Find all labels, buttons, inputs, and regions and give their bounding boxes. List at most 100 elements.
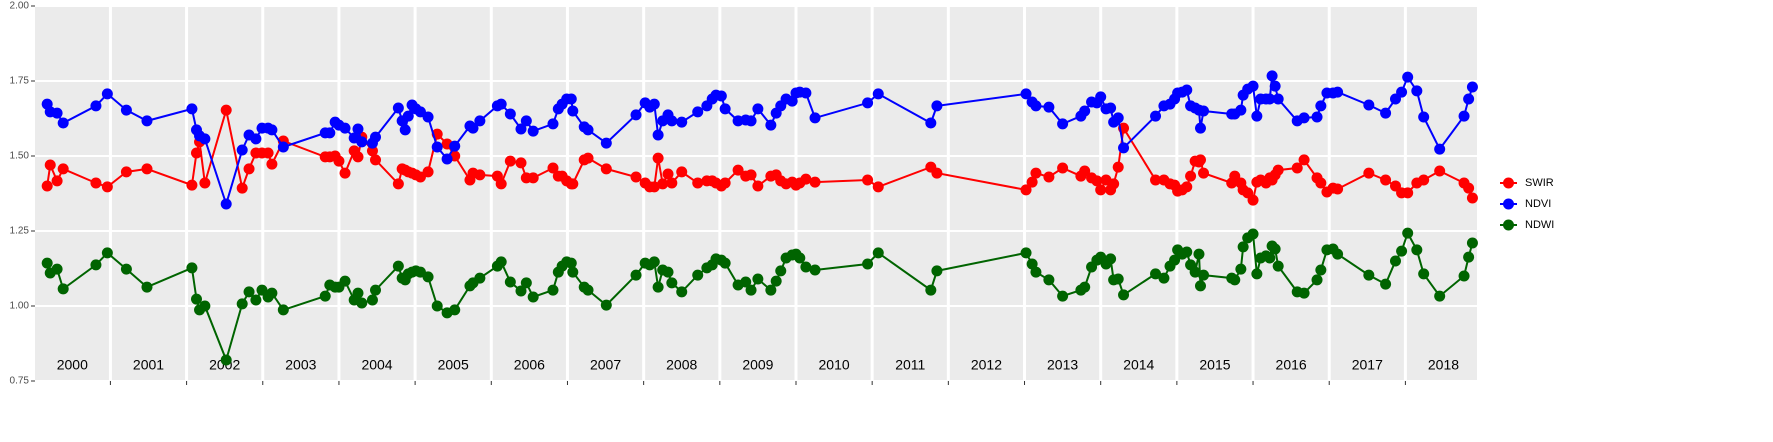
data-point <box>190 147 202 159</box>
data-point <box>319 290 331 302</box>
data-point <box>692 106 704 118</box>
data-point <box>57 117 69 129</box>
data-point <box>370 131 382 143</box>
data-point <box>366 294 378 306</box>
data-point <box>120 104 132 116</box>
data-point <box>1057 162 1069 174</box>
data-point <box>474 115 486 127</box>
data-point <box>1247 80 1259 92</box>
data-point <box>1112 161 1124 173</box>
data-point <box>1118 289 1130 301</box>
data-point <box>1466 237 1478 249</box>
data-point <box>243 163 255 175</box>
legend-label: NDWI <box>1525 219 1554 231</box>
data-point <box>527 291 539 303</box>
data-point <box>199 133 211 145</box>
data-point <box>648 98 660 110</box>
data-point <box>392 102 404 114</box>
data-point <box>1247 194 1259 206</box>
data-point <box>356 297 368 309</box>
data-point <box>57 283 69 295</box>
y-tick-label: 0.75 <box>10 376 30 387</box>
data-point <box>862 174 874 186</box>
data-point <box>1264 252 1276 264</box>
data-point <box>1332 86 1344 98</box>
data-point <box>1229 274 1241 286</box>
data-point <box>630 269 642 281</box>
data-point <box>800 261 812 273</box>
data-point <box>1402 187 1414 199</box>
data-point <box>765 119 777 131</box>
data-point <box>692 269 704 281</box>
data-point <box>141 163 153 175</box>
year-label: 2015 <box>1199 357 1230 373</box>
data-point <box>141 281 153 293</box>
data-point <box>57 163 69 175</box>
data-point <box>101 88 113 100</box>
legend-marker <box>1503 219 1514 231</box>
data-point <box>120 166 132 178</box>
data-point <box>236 298 248 310</box>
data-point <box>51 175 63 187</box>
data-point <box>141 115 153 127</box>
data-point <box>1458 270 1470 282</box>
data-point <box>101 181 113 193</box>
data-point <box>250 294 262 306</box>
data-point <box>1150 268 1162 280</box>
data-point <box>800 173 812 185</box>
data-point <box>1091 175 1103 187</box>
data-point <box>352 123 364 135</box>
data-point <box>630 109 642 121</box>
data-point <box>422 166 434 178</box>
data-point <box>1363 99 1375 111</box>
data-point <box>266 287 278 299</box>
data-point <box>1411 85 1423 97</box>
data-point <box>752 273 764 285</box>
data-point <box>1463 182 1475 194</box>
data-point <box>220 104 232 116</box>
data-point <box>190 293 202 305</box>
year-label: 2011 <box>895 357 925 373</box>
year-label: 2000 <box>57 357 88 373</box>
legend-label: NDVI <box>1525 198 1551 210</box>
data-point <box>692 177 704 189</box>
data-point <box>765 284 777 296</box>
data-point <box>1235 104 1247 116</box>
data-point <box>1198 167 1210 179</box>
data-point <box>931 167 943 179</box>
y-tick-label: 1.75 <box>10 76 30 87</box>
data-point <box>1095 91 1107 103</box>
data-point <box>467 122 479 134</box>
data-point <box>474 272 486 284</box>
data-point <box>1079 281 1091 293</box>
data-point <box>567 178 579 190</box>
data-point <box>1411 244 1423 256</box>
data-point <box>1112 273 1124 285</box>
year-label: 2007 <box>590 357 621 373</box>
data-point <box>339 122 351 134</box>
data-point <box>495 256 507 268</box>
data-point <box>1030 167 1042 179</box>
data-point <box>515 123 527 135</box>
year-label: 2012 <box>971 357 1002 373</box>
data-point <box>931 100 943 112</box>
data-point <box>745 169 757 181</box>
data-point <box>441 153 453 165</box>
data-point <box>51 263 63 275</box>
year-label: 2003 <box>285 357 316 373</box>
data-point <box>1380 174 1392 186</box>
data-point <box>719 177 731 189</box>
data-point <box>745 115 757 127</box>
data-point <box>1272 164 1284 176</box>
data-point <box>1194 122 1206 134</box>
data-point <box>1315 100 1327 112</box>
data-point <box>51 107 63 119</box>
data-point <box>662 168 674 180</box>
data-point <box>1020 184 1032 196</box>
data-point <box>515 157 527 169</box>
data-point <box>582 152 594 164</box>
data-point <box>862 258 874 270</box>
data-point <box>657 178 669 190</box>
data-point <box>1247 228 1259 240</box>
data-point <box>1463 251 1475 263</box>
